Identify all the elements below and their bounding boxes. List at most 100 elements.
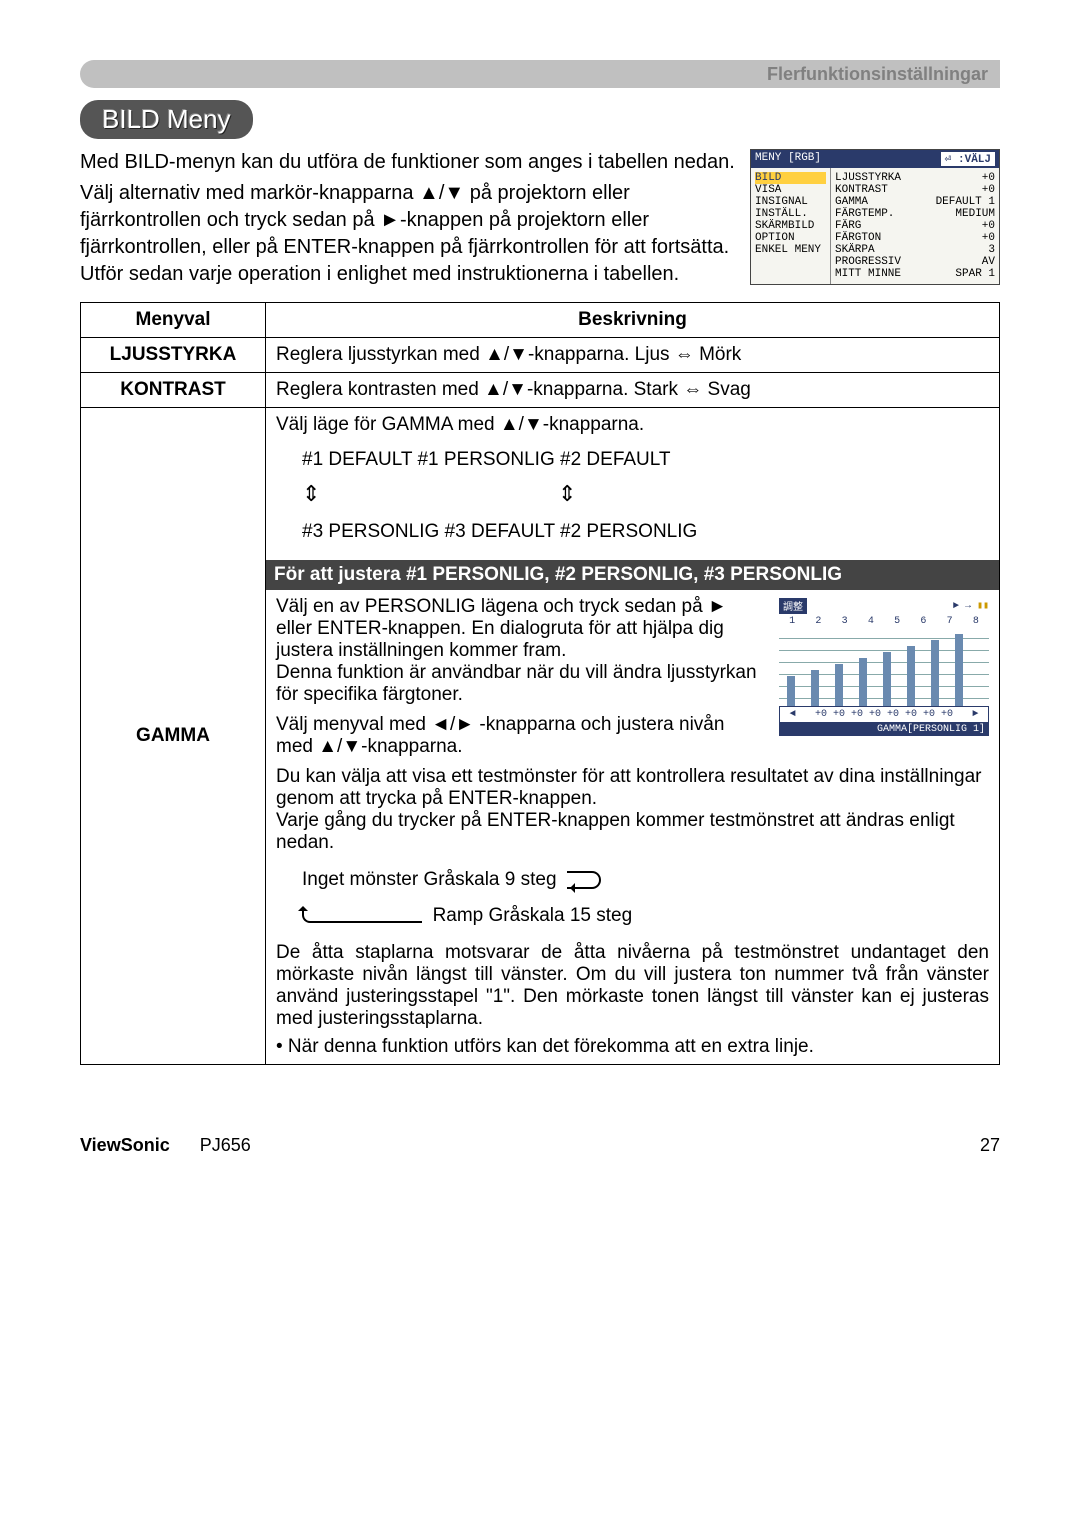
osd-right-column: LJUSSTYRKA+0KONTRAST+0GAMMADEFAULT 1FÄRG… bbox=[831, 168, 999, 284]
hist-bar bbox=[787, 676, 795, 706]
osd-right-item: KONTRAST+0 bbox=[835, 184, 995, 196]
gamma-cycle: #1 DEFAULT #1 PERSONLIG #2 DEFAULT ⇕ ⇕ #… bbox=[302, 442, 989, 550]
page-title: BILD Meny bbox=[80, 100, 253, 139]
hist-val: +0 bbox=[887, 709, 899, 720]
gamma-note: • När denna funktion utförs kan det före… bbox=[276, 1036, 989, 1058]
hist-col bbox=[781, 676, 801, 706]
osd-left-item: BILD bbox=[755, 172, 826, 184]
intro-p2: Välj alternativ med markör-knapparna ▲/▼… bbox=[80, 180, 740, 288]
hist-values: +0 +0 +0 +0 +0 +0 +0 +0 bbox=[815, 709, 953, 720]
table-header-menyval: Menyval bbox=[81, 303, 266, 338]
hist-val: +0 bbox=[869, 709, 881, 720]
hist-numbers: 1 2 3 4 5 6 7 8 bbox=[779, 616, 989, 627]
hist-bar bbox=[907, 646, 915, 706]
gamma-dialog-text: Välj en av PERSONLIG lägena och tryck se… bbox=[276, 596, 761, 706]
osd-left-item: ENKEL MENY bbox=[755, 244, 826, 256]
row-gamma-name: GAMMA bbox=[81, 408, 266, 1065]
hist-col bbox=[949, 634, 969, 706]
hist-col bbox=[901, 646, 921, 706]
osd-left-item: SKÄRMBILD bbox=[755, 220, 826, 232]
osd-right-item: SKÄRPA3 bbox=[835, 244, 995, 256]
osd-right-item: GAMMADEFAULT 1 bbox=[835, 196, 995, 208]
osd-left-column: BILDVISAINSIGNALINSTÄLL.SKÄRMBILDOPTIONE… bbox=[751, 168, 831, 284]
gamma-nav-text: Välj menyval med ◄/► -knapparna och just… bbox=[276, 714, 761, 758]
hist-val: +0 bbox=[815, 709, 827, 720]
hist-col bbox=[925, 640, 945, 706]
hist-num: 6 bbox=[920, 616, 926, 627]
hist-val: +0 bbox=[905, 709, 917, 720]
play-right-icon: ► → ▮▮ bbox=[953, 600, 989, 612]
hist-values-row: ◄ +0 +0 +0 +0 +0 +0 +0 +0 ► bbox=[779, 707, 989, 723]
updown-arrow-icon: ⇕ bbox=[558, 481, 576, 506]
osd-header-right: ⏎ :VÄLJ bbox=[941, 152, 995, 166]
loop-arrow-left-icon bbox=[302, 909, 422, 923]
page-footer: ViewSonic PJ656 27 bbox=[80, 1135, 1000, 1156]
footer-brand: ViewSonic bbox=[80, 1135, 170, 1155]
hist-num: 4 bbox=[868, 616, 874, 627]
settings-table: Menyval Beskrivning LJUSSTYRKA Reglera l… bbox=[80, 302, 1000, 1065]
hist-num: 3 bbox=[842, 616, 848, 627]
pattern-cycle: Inget mönster Gråskala 9 steg Ramp Gråsk… bbox=[276, 862, 989, 934]
hist-bar bbox=[811, 670, 819, 706]
pattern-top: Inget mönster Gråskala 9 steg bbox=[302, 869, 557, 890]
hist-num: 7 bbox=[947, 616, 953, 627]
hist-val: +0 bbox=[923, 709, 935, 720]
hist-val: +0 bbox=[851, 709, 863, 720]
table-row: LJUSSTYRKA Reglera ljusstyrkan med ▲/▼-k… bbox=[81, 338, 1000, 373]
hist-bars bbox=[779, 627, 989, 707]
hist-col bbox=[829, 664, 849, 706]
arrow-right-icon: ► bbox=[972, 709, 978, 720]
row-ljusstyrka-desc: Reglera ljusstyrkan med ▲/▼-knapparna. L… bbox=[266, 338, 1000, 373]
gamma-cycle-bottom: #3 PERSONLIG #3 DEFAULT #2 PERSONLIG bbox=[302, 514, 989, 550]
osd-left-item: INSIGNAL bbox=[755, 196, 826, 208]
table-row: KONTRAST Reglera kontrasten med ▲/▼-knap… bbox=[81, 373, 1000, 408]
updown-arrow-icon: ⇕ bbox=[302, 481, 320, 506]
gamma-histogram: 調整 ► → ▮▮ 12345678 ◄ +0+0+0+0+0+0+0+0 ► … bbox=[779, 596, 989, 736]
hist-bar bbox=[931, 640, 939, 706]
hist-num: 5 bbox=[894, 616, 900, 627]
osd-right-item: FÄRGTEMP.MEDIUM bbox=[835, 208, 995, 220]
row-gamma-desc: Välj läge för GAMMA med ▲/▼-knapparna. #… bbox=[266, 408, 1000, 1065]
hist-footer: GAMMA[PERSONLIG 1] bbox=[779, 723, 989, 736]
hist-col bbox=[853, 658, 873, 706]
row-kontrast-desc: Reglera kontrasten med ▲/▼-knapparna. St… bbox=[266, 373, 1000, 408]
table-header-beskrivning: Beskrivning bbox=[266, 303, 1000, 338]
row-ljusstyrka-name: LJUSSTYRKA bbox=[81, 338, 266, 373]
hist-title: 調整 bbox=[779, 598, 807, 614]
hist-col bbox=[877, 652, 897, 706]
gamma-bars-text: De åtta staplarna motsvarar de åtta nivå… bbox=[276, 942, 989, 1030]
hist-val: +0 bbox=[833, 709, 845, 720]
hist-bar bbox=[883, 652, 891, 706]
intro-text: Med BILD-menyn kan du utföra de funktion… bbox=[80, 149, 740, 288]
osd-right-item: FÄRG+0 bbox=[835, 220, 995, 232]
hist-num: 8 bbox=[973, 616, 979, 627]
hist-bar bbox=[835, 664, 843, 706]
gamma-subheader: För att justera #1 PERSONLIG, #2 PERSONL… bbox=[266, 560, 999, 590]
osd-right-item: MITT MINNESPAR 1 bbox=[835, 268, 995, 280]
osd-left-item: INSTÄLL. bbox=[755, 208, 826, 220]
pattern-bottom: Ramp Gråskala 15 steg bbox=[433, 905, 633, 926]
intro-p1: Med BILD-menyn kan du utföra de funktion… bbox=[80, 149, 740, 176]
osd-header: MENY [RGB] ⏎ :VÄLJ bbox=[751, 150, 999, 168]
section-header-bar: Flerfunktionsinställningar bbox=[80, 60, 1000, 88]
gamma-cycle-top: #1 DEFAULT #1 PERSONLIG #2 DEFAULT bbox=[302, 442, 989, 478]
loop-arrow-right-icon bbox=[567, 871, 601, 889]
gamma-test-text: Du kan välja att visa ett testmönster fö… bbox=[276, 766, 989, 854]
arrow-left-icon: ◄ bbox=[790, 709, 796, 720]
osd-left-item: VISA bbox=[755, 184, 826, 196]
hist-num: 1 bbox=[789, 616, 795, 627]
hist-col bbox=[805, 670, 825, 706]
hist-num: 2 bbox=[815, 616, 821, 627]
table-row: GAMMA Välj läge för GAMMA med ▲/▼-knappa… bbox=[81, 408, 1000, 1065]
hist-bar bbox=[955, 634, 963, 706]
osd-left-item: OPTION bbox=[755, 232, 826, 244]
section-header-text: Flerfunktionsinställningar bbox=[767, 64, 988, 85]
osd-right-item: PROGRESSIVAV bbox=[835, 256, 995, 268]
footer-model: PJ656 bbox=[200, 1135, 251, 1155]
osd-preview: MENY [RGB] ⏎ :VÄLJ BILDVISAINSIGNALINSTÄ… bbox=[750, 149, 1000, 285]
hist-val: +0 bbox=[941, 709, 953, 720]
osd-right-item: FÄRGTON+0 bbox=[835, 232, 995, 244]
footer-page: 27 bbox=[980, 1135, 1000, 1156]
osd-right-item: LJUSSTYRKA+0 bbox=[835, 172, 995, 184]
row-kontrast-name: KONTRAST bbox=[81, 373, 266, 408]
